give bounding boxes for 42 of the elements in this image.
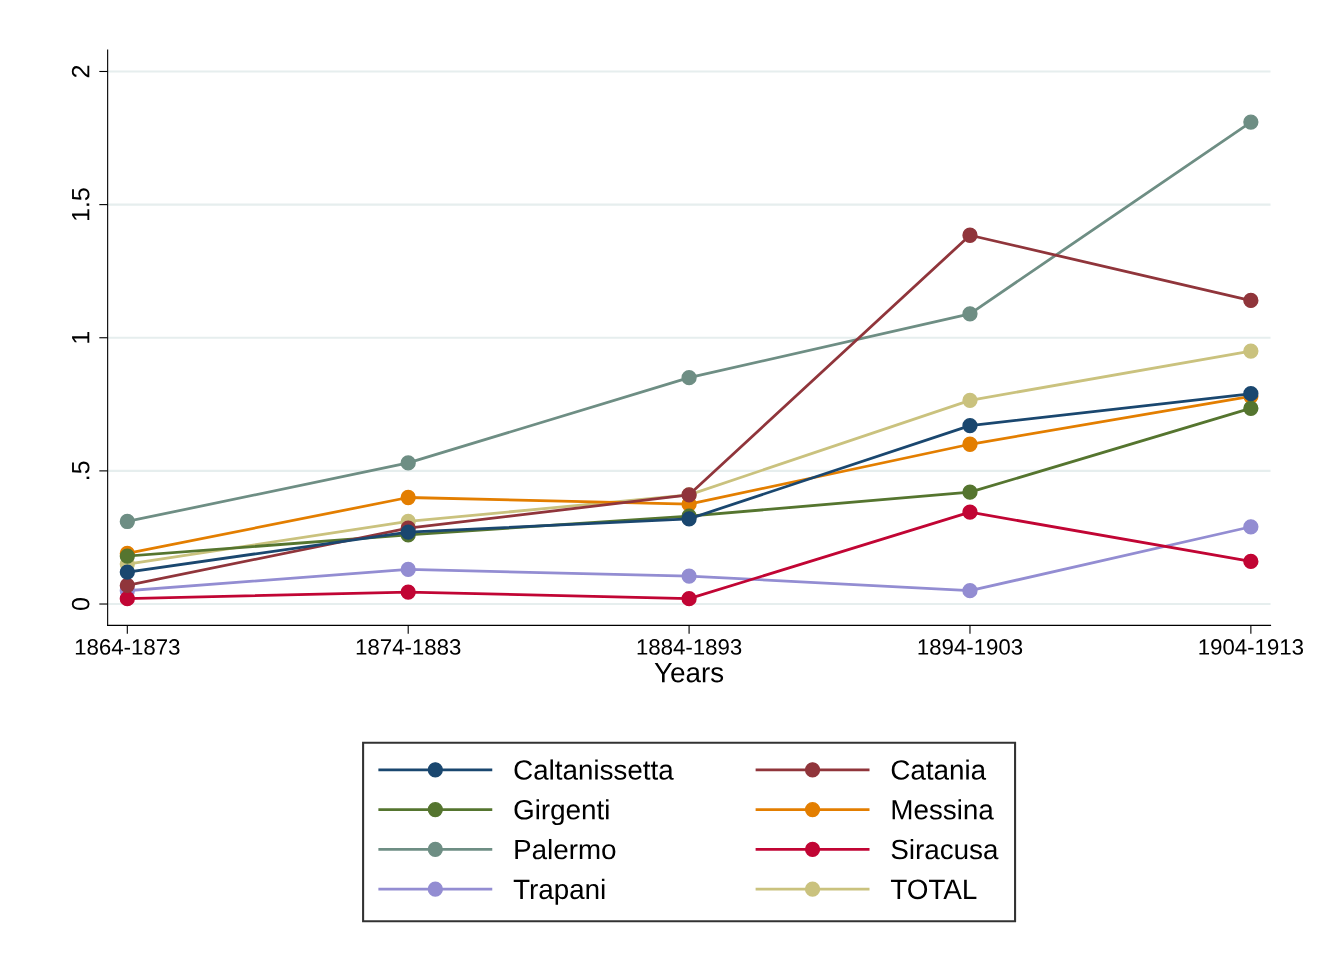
legend-label: Messina	[892, 799, 994, 820]
point	[962, 436, 978, 452]
legend-label: Trapani	[513, 878, 605, 905]
legend-label: Siracusa	[891, 838, 999, 860]
x-axis-title: Years	[654, 663, 724, 683]
x-tick-label: 1904-1913	[1199, 639, 1304, 655]
legend-label: TOTAL	[890, 879, 977, 900]
y-tick-label: 1	[72, 332, 90, 343]
point	[962, 417, 978, 434]
y-tick-label: 0	[71, 598, 90, 610]
x-tick-label: 1864-1873	[75, 639, 180, 655]
point	[1243, 292, 1259, 309]
y-tick-label: 1.5	[72, 188, 90, 221]
point	[962, 392, 978, 408]
point	[962, 227, 978, 243]
point	[400, 489, 416, 506]
point	[681, 568, 697, 584]
point	[1243, 343, 1259, 359]
point	[400, 455, 416, 471]
point	[681, 591, 697, 607]
point	[962, 484, 978, 500]
point	[962, 306, 978, 322]
point	[1243, 114, 1259, 130]
point	[962, 504, 978, 520]
y-tick-label: .5	[72, 461, 90, 480]
point	[119, 564, 135, 580]
x-tick-label: 1874-1883	[356, 639, 461, 655]
legend-label: Girgenti	[514, 799, 609, 826]
point	[1243, 553, 1259, 570]
point	[119, 513, 135, 530]
point	[1243, 519, 1259, 535]
x-tick-label: 1894-1903	[918, 639, 1023, 655]
point	[962, 583, 978, 599]
point	[400, 561, 416, 578]
y-tick-label: 2	[71, 65, 90, 78]
point	[400, 584, 416, 600]
legend-label: Caltanissetta	[514, 759, 674, 780]
point	[681, 370, 697, 386]
legend-label: Palermo	[515, 838, 616, 860]
point	[1243, 400, 1259, 416]
x-tick-label: 1884-1893	[637, 639, 742, 655]
legend-label: Catania	[891, 759, 987, 780]
